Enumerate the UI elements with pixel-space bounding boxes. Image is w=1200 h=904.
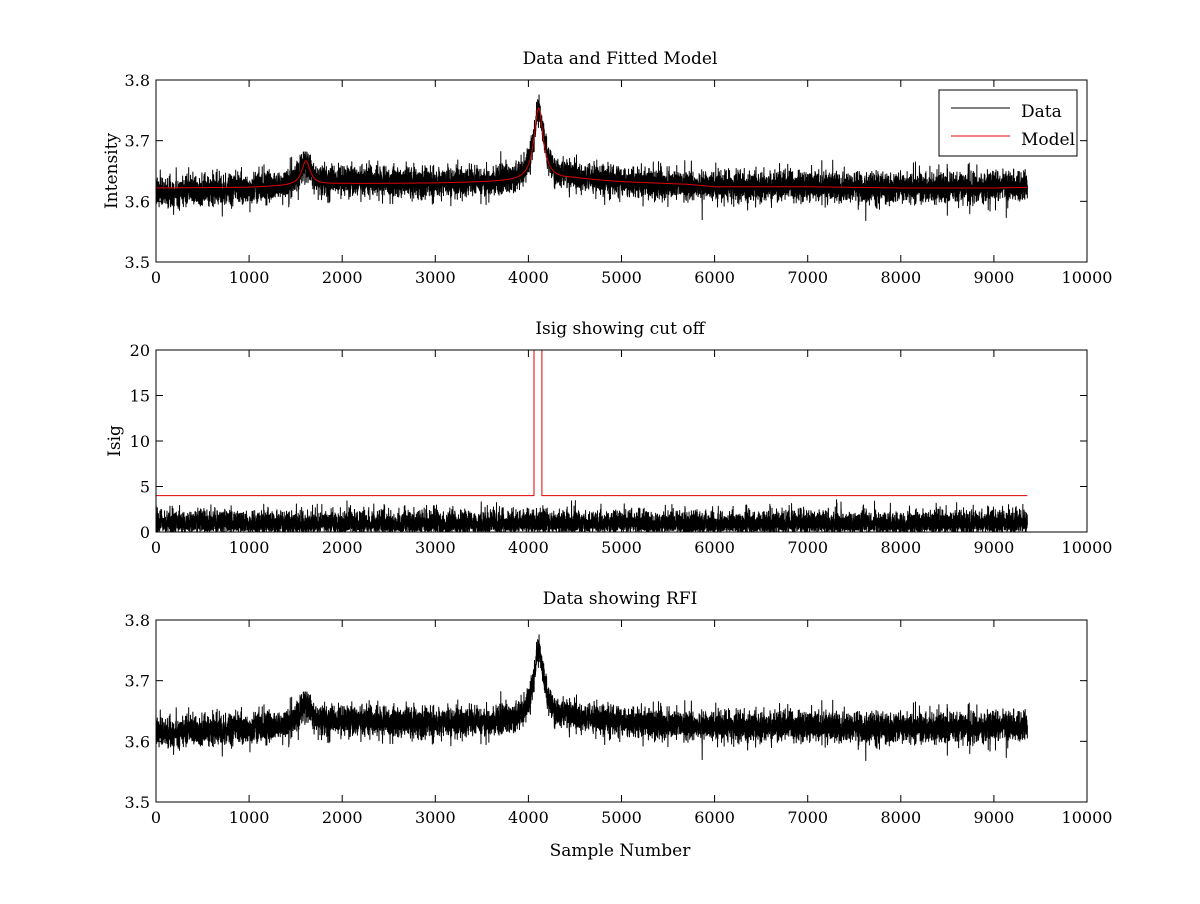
x-tick-label: 2000 [322, 268, 363, 287]
x-tick-label: 3000 [415, 808, 456, 827]
subplot-isig-showing-cut-off: Isig showing cut off Isig 0 1000 2000 3000 4… [105, 319, 1112, 557]
x-tick-label: 8000 [880, 808, 921, 827]
series-data [156, 634, 1028, 762]
x-tick-label: 4000 [508, 268, 549, 287]
y-tick-label: 3.7 [125, 132, 150, 151]
x-tick-label: 6000 [694, 268, 735, 287]
series-layer [156, 94, 1028, 222]
x-tick-label: 5000 [601, 538, 642, 557]
y-tick-label: 5 [140, 478, 150, 497]
x-tick-label: 7000 [787, 268, 828, 287]
x-tick-label: 3000 [415, 538, 456, 557]
plot-title: Data and Fitted Model [523, 49, 718, 69]
y-tick-label: 3.6 [125, 192, 150, 211]
x-tick-label: 10000 [1062, 538, 1113, 557]
series-isig [156, 499, 1028, 532]
series-cut-off [156, 350, 1028, 497]
series-layer [156, 634, 1028, 762]
x-tick-label: 7000 [787, 808, 828, 827]
x-tick-label: 6000 [694, 538, 735, 557]
x-tick-label: 9000 [974, 808, 1015, 827]
legend-model-label: Model [1021, 130, 1075, 150]
x-tick-label: 10000 [1062, 268, 1113, 287]
x-tick-label: 9000 [974, 538, 1015, 557]
x-tick-label: 9000 [974, 268, 1015, 287]
y-axis-label: Intensity [102, 133, 122, 209]
x-tick-label: 3000 [415, 268, 456, 287]
axes-layer: 0 1000 2000 3000 4000 5000 6000 7000 8000 9000 100… [125, 71, 1113, 287]
series-model [156, 107, 1028, 189]
x-tick-label: 0 [151, 538, 161, 557]
series-layer [156, 350, 1028, 532]
y-tick-label: 15 [130, 387, 150, 406]
y-tick-label: 3.5 [125, 793, 150, 812]
y-tick-label: 3.8 [125, 611, 150, 630]
y-tick-label: 10 [130, 432, 150, 451]
subplot-data-showing-rfi: Data showing RFI Sample Number 0 1000 2000… [125, 589, 1113, 861]
x-tick-label: 1000 [229, 538, 270, 557]
x-tick-label: 5000 [601, 268, 642, 287]
x-tick-label: 8000 [880, 268, 921, 287]
plot-title: Isig showing cut off [535, 319, 706, 339]
x-tick-label: 6000 [694, 808, 735, 827]
x-tick-label: 4000 [508, 538, 549, 557]
x-tick-label: 1000 [229, 268, 270, 287]
x-tick-label: 7000 [787, 538, 828, 557]
y-tick-label: 3.6 [125, 732, 150, 751]
x-tick-label: 4000 [508, 808, 549, 827]
axes-layer: 0 1000 2000 3000 4000 5000 6000 7000 8000 9000 100… [125, 611, 1113, 827]
y-axis-label: Isig [105, 425, 125, 457]
legend-box [938, 89, 1078, 157]
x-tick-label: 1000 [229, 808, 270, 827]
y-tick-label: 0 [140, 523, 150, 542]
x-tick-label: 8000 [880, 538, 921, 557]
y-tick-label: 3.5 [125, 253, 150, 272]
axes-layer: 0 1000 2000 3000 4000 5000 6000 7000 8000 9000 100… [130, 341, 1113, 557]
x-tick-label: 5000 [601, 808, 642, 827]
x-tick-label: 2000 [322, 538, 363, 557]
legend: Data Model [938, 89, 1078, 157]
x-tick-label: 0 [151, 268, 161, 287]
subplot-data-and-fitted-model: Data and Fitted Model Intensity 0 1000 200… [102, 49, 1112, 287]
y-tick-label: 3.8 [125, 71, 150, 90]
x-axis-label: Sample Number [550, 841, 692, 861]
plot-title: Data showing RFI [543, 589, 698, 609]
x-tick-label: 0 [151, 808, 161, 827]
y-tick-label: 3.7 [125, 672, 150, 691]
y-tick-label: 20 [130, 341, 150, 360]
x-tick-label: 10000 [1062, 808, 1113, 827]
legend-data-label: Data [1021, 102, 1062, 122]
x-tick-label: 2000 [322, 808, 363, 827]
